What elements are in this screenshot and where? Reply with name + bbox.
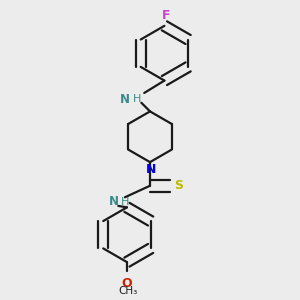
Text: H: H	[133, 94, 141, 104]
Text: F: F	[162, 8, 170, 22]
Text: N: N	[120, 93, 130, 106]
Text: S: S	[174, 179, 183, 192]
Text: H: H	[121, 196, 129, 207]
Text: N: N	[109, 195, 119, 208]
Text: N: N	[146, 163, 157, 176]
Text: O: O	[122, 277, 132, 290]
Text: CH₃: CH₃	[119, 286, 138, 296]
